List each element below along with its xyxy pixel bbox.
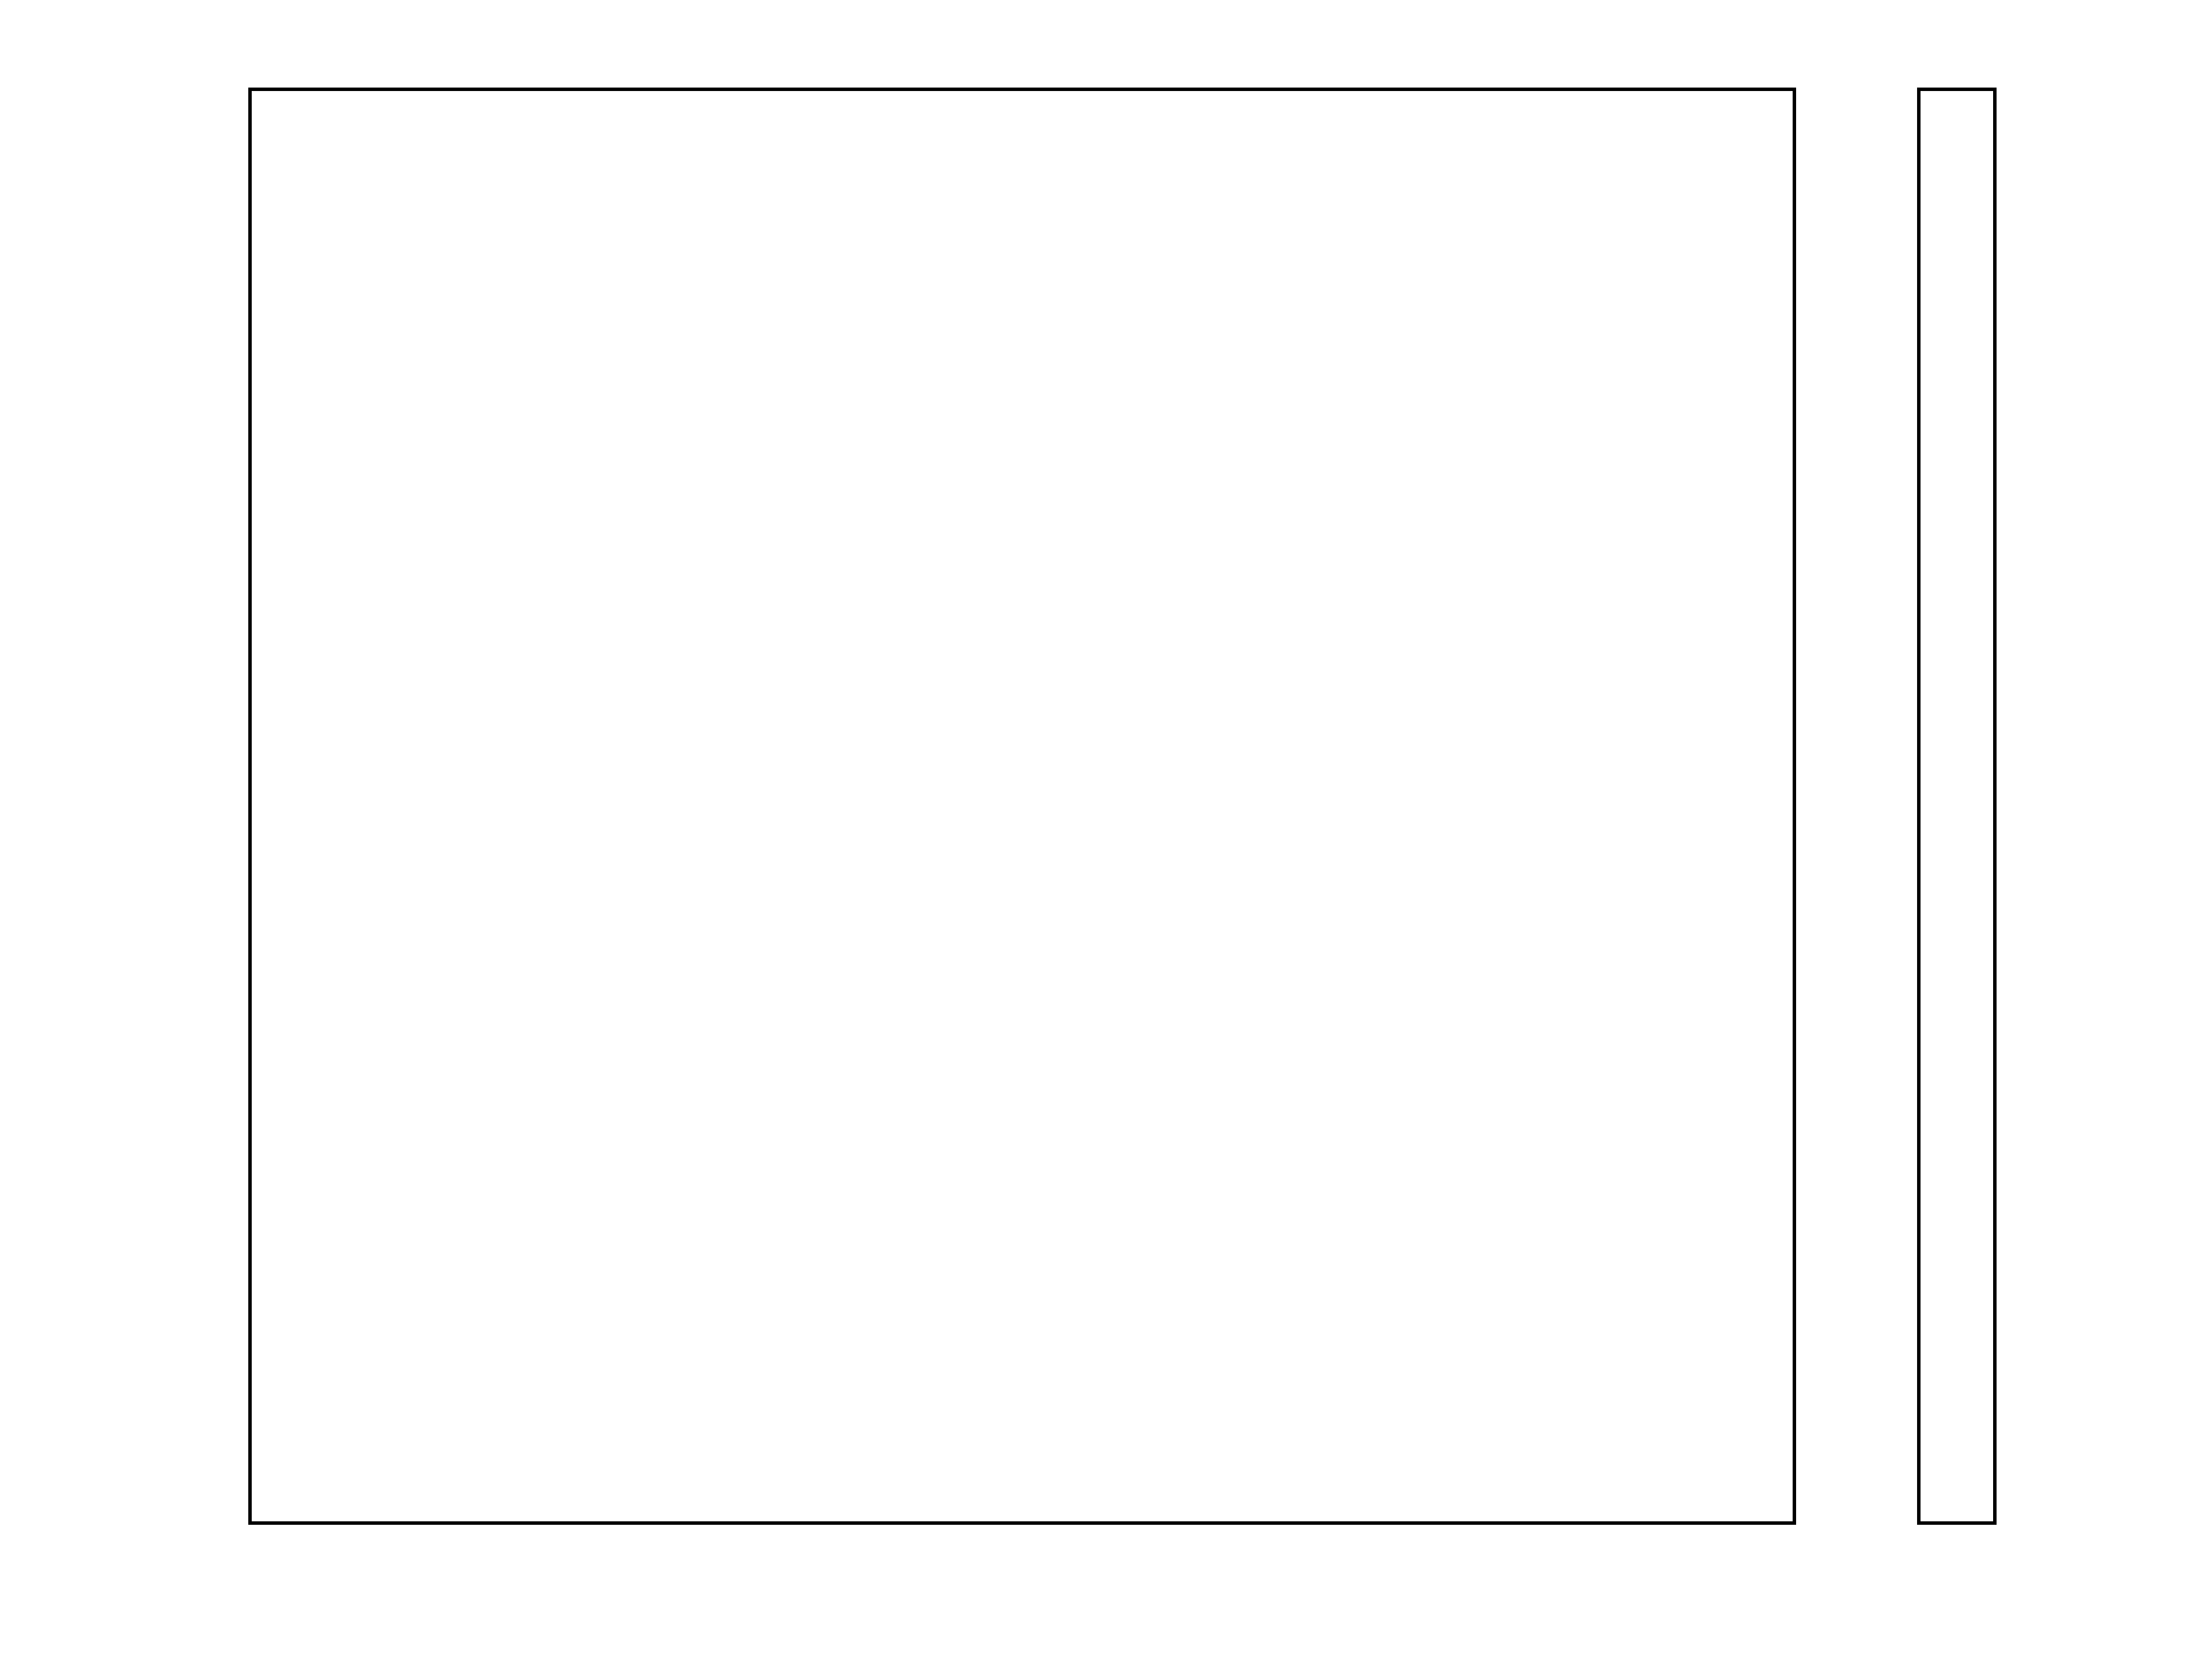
colorbar-gradient: [1921, 91, 1993, 1521]
plot-area: [248, 88, 1796, 1525]
colorbar: [1917, 88, 1997, 1525]
spectrogram-heatmap: [252, 91, 1793, 1521]
